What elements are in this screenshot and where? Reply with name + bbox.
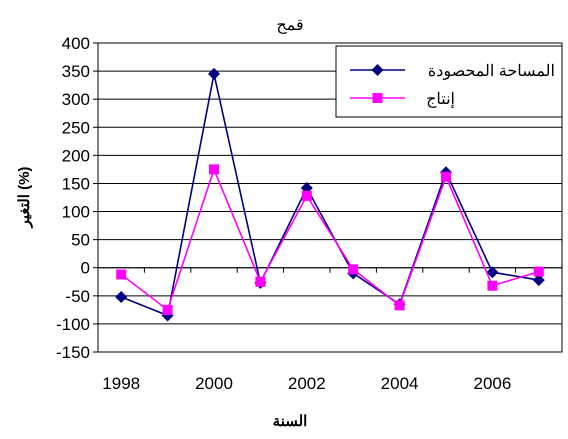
- data-point: [255, 276, 266, 287]
- data-point: [487, 280, 498, 291]
- grid-lines: [98, 70, 562, 325]
- data-point: [441, 171, 451, 182]
- axes: 400 350 300 250 200 150 100 50 0 -50 -100 -150 1998 2…: [56, 34, 563, 393]
- series-layer: [115, 67, 545, 322]
- data-point: [533, 266, 544, 277]
- y-tick-label: 150: [62, 174, 90, 193]
- x-tick-label: 2002: [288, 374, 326, 393]
- data-point: [348, 264, 359, 275]
- y-tick-label: 400: [62, 34, 90, 53]
- series-1: [116, 164, 544, 315]
- y-tick-label: -100: [56, 315, 90, 334]
- data-point: [116, 269, 127, 280]
- series-line: [120, 73, 539, 317]
- legend: المساحة المحصودة إنتاج: [335, 45, 563, 118]
- data-point: [162, 304, 173, 315]
- legend-marker-harvested-area: [371, 64, 384, 76]
- data-point: [209, 164, 219, 175]
- legend-label-production: إنتاج: [426, 91, 455, 108]
- chart-title: قمح: [276, 17, 303, 34]
- data-point: [532, 274, 545, 287]
- x-tick-label: 2004: [381, 374, 419, 393]
- plot-area: [97, 42, 563, 353]
- data-point: [115, 290, 128, 303]
- data-point: [486, 266, 499, 279]
- y-tick-label: 300: [62, 90, 90, 109]
- data-point: [301, 190, 312, 201]
- y-tick-label: 350: [62, 62, 90, 81]
- data-point: [394, 300, 405, 311]
- y-tick-label: 50: [71, 231, 90, 250]
- y-tick-label: 100: [62, 203, 90, 222]
- y-tick-label: 200: [62, 146, 90, 165]
- y-tick-label: 250: [62, 118, 90, 137]
- legend-label-harvested-area: المساحة المحصودة: [428, 63, 555, 80]
- x-tick-label: 2006: [473, 374, 511, 393]
- data-point: [208, 67, 220, 80]
- y-tick-label: -50: [65, 287, 90, 306]
- legend-marker-production: [372, 93, 383, 103]
- y-tick-label: -150: [56, 343, 90, 362]
- y-axis-title: التغير (%): [16, 167, 33, 229]
- y-tick-label: 0: [81, 259, 90, 278]
- x-axis-title: السنة: [273, 413, 308, 430]
- legend-box: [335, 45, 563, 118]
- series-line: [120, 167, 540, 312]
- x-tick-label: 2000: [195, 374, 233, 393]
- x-tick-label: 1998: [102, 374, 140, 393]
